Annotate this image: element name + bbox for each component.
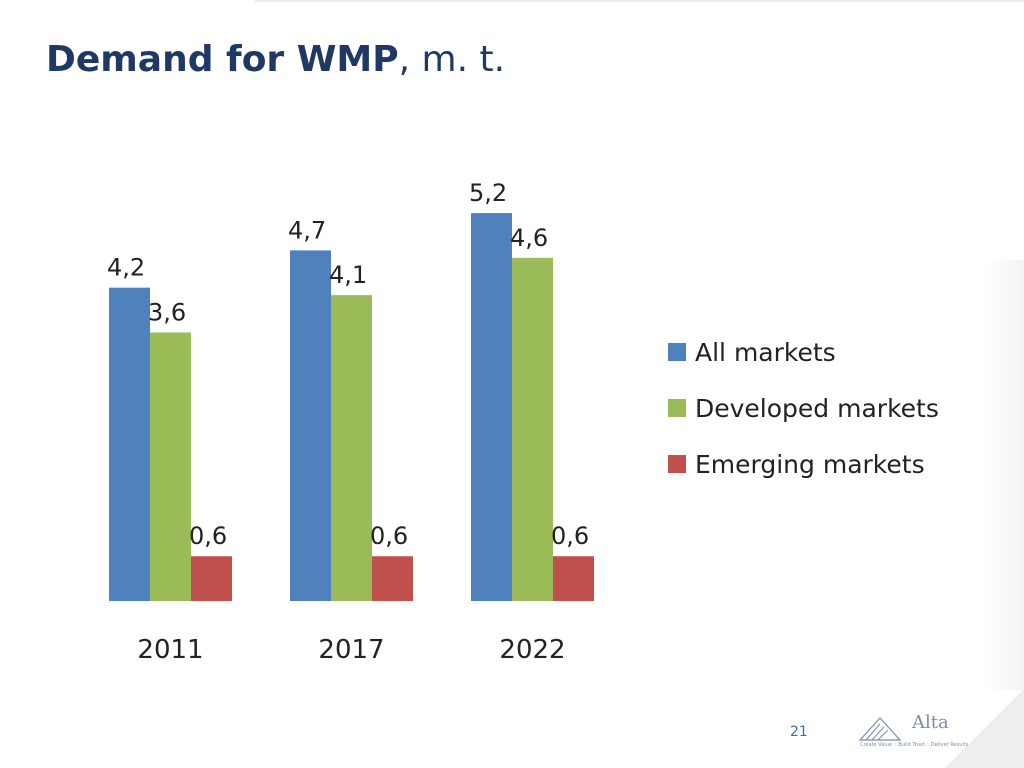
chart-x-tick-labels: 2011 2017 2022 [137,635,565,665]
bar-emerging-markets-2017 [372,556,413,601]
alta-logo-icon [858,717,902,741]
legend-swatch-developed-markets [668,399,686,417]
bar-developed-markets-2022 [512,257,553,601]
chart-bars [109,213,594,601]
bar-developed-markets-2017 [331,295,372,601]
right-edge-shade [985,260,1024,690]
data-label-all-markets-2022: 5,2 [469,179,507,207]
data-label-emerging-markets-2022: 0,6 [551,522,589,550]
title-unit: , m. t. [398,39,506,80]
legend-label-developed-markets: Developed markets [695,394,939,423]
data-label-emerging-markets-2011: 0,6 [189,522,227,550]
bar-all-markets-2011 [109,287,150,601]
bar-all-markets-2022 [471,213,512,601]
data-label-developed-markets-2022: 4,6 [510,224,548,252]
bar-emerging-markets-2022 [553,556,594,601]
data-label-all-markets-2017: 4,7 [288,216,326,244]
bar-developed-markets-2011 [150,332,191,601]
corner-decoration [945,688,1024,768]
legend-swatch-all-markets [668,343,686,361]
title-main: Demand for WMP [46,39,399,80]
x-tick-2022: 2022 [499,635,565,665]
bar-emerging-markets-2011 [191,556,232,601]
legend-label-emerging-markets: Emerging markets [695,450,925,479]
x-tick-2017: 2017 [318,635,384,665]
logo-text: Alta [912,712,949,733]
chart-data-labels: 4,23,6 0,6 4,74,1 0,6 5,24,6 0,6 [107,179,589,550]
bar-all-markets-2017 [290,250,331,601]
page-number: 21 [790,724,808,740]
data-label-developed-markets-2011: 3,6 [148,298,186,326]
x-tick-2011: 2011 [137,635,203,665]
logo-tagline: Create Value ∴ Build Trust ∴ Deliver Res… [860,742,969,748]
chart-legend: All markets Developed markets Emerging mar… [668,338,939,479]
slide-title: Demand for WMP, m. t. [46,36,505,84]
legend-label-all-markets: All markets [695,338,836,367]
top-border-line [255,0,1024,2]
legend-swatch-emerging-markets [668,455,686,473]
data-label-developed-markets-2017: 4,1 [329,261,367,289]
data-label-emerging-markets-2017: 0,6 [370,522,408,550]
data-label-all-markets-2011: 4,2 [107,254,145,282]
